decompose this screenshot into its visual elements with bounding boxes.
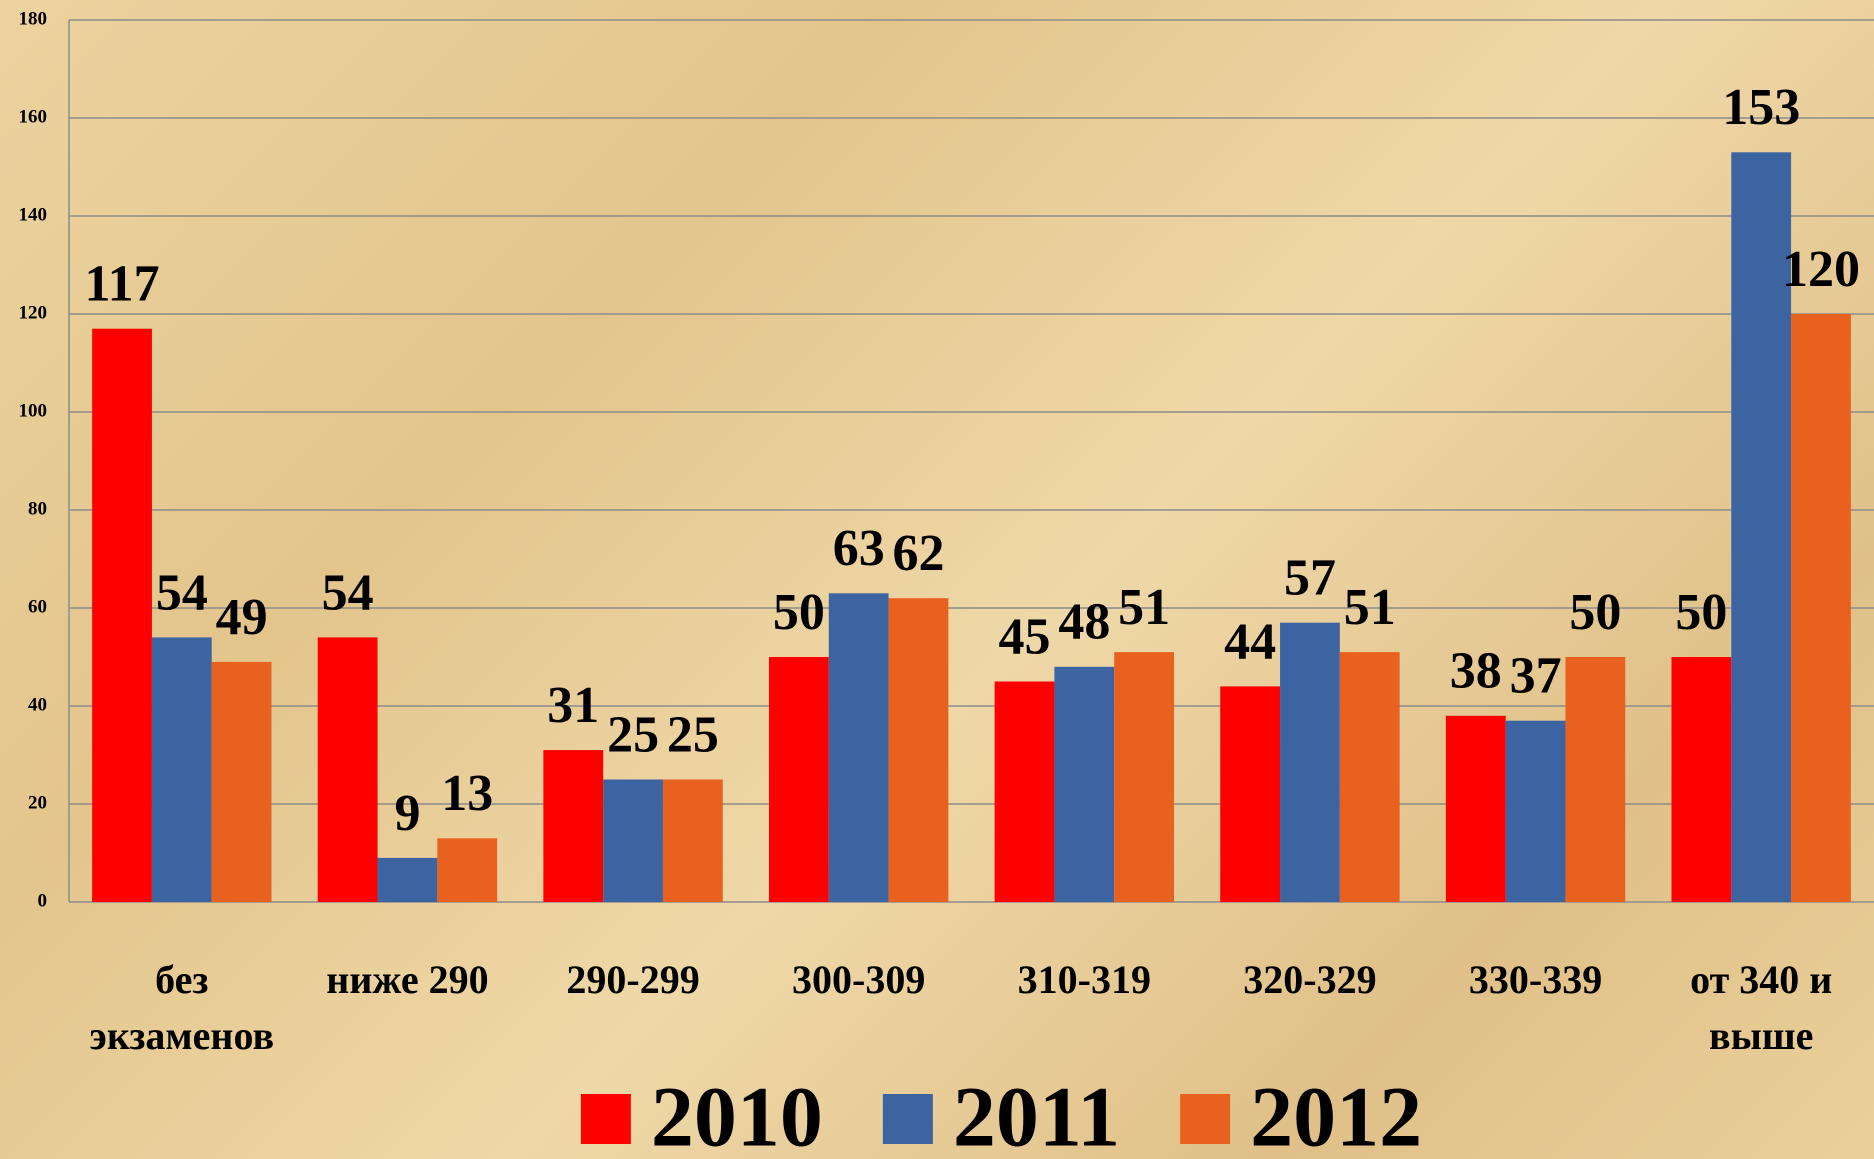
data-label: 45 bbox=[999, 608, 1051, 665]
x-tick-label: 320-329 bbox=[1243, 957, 1377, 1002]
x-tick-label-box: 310-319 bbox=[1017, 957, 1151, 1002]
data-label: 153 bbox=[1722, 79, 1800, 136]
data-label: 31 bbox=[547, 677, 599, 734]
legend-swatch bbox=[1180, 1094, 1231, 1144]
y-tick-label: 160 bbox=[19, 106, 48, 127]
y-tick-label: 140 bbox=[19, 204, 48, 225]
bar bbox=[888, 598, 949, 902]
data-label: 54 bbox=[322, 564, 374, 621]
y-tick-label: 120 bbox=[19, 302, 48, 323]
y-tick-label: 100 bbox=[19, 400, 48, 421]
y-tick-label: 40 bbox=[28, 694, 47, 715]
data-label: 25 bbox=[667, 706, 719, 763]
bar bbox=[543, 750, 604, 902]
legend-swatch bbox=[882, 1094, 933, 1144]
bar bbox=[1114, 652, 1174, 902]
legend-label: 2012 bbox=[1250, 1069, 1422, 1159]
bar bbox=[151, 637, 212, 902]
bar bbox=[211, 661, 272, 902]
data-label: 57 bbox=[1284, 550, 1336, 607]
bar bbox=[769, 657, 829, 902]
data-label: 44 bbox=[1224, 613, 1276, 670]
bar bbox=[662, 779, 723, 902]
y-tick-label: 60 bbox=[28, 596, 47, 617]
x-tick-label-box: 300-309 bbox=[792, 957, 926, 1002]
data-label: 9 bbox=[394, 785, 420, 842]
x-tick-label-box: 290-299 bbox=[566, 957, 700, 1002]
y-tick-label: 80 bbox=[28, 498, 47, 519]
x-tick-label: 300-309 bbox=[792, 957, 926, 1002]
x-tick-label-box: 320-329 bbox=[1243, 957, 1377, 1002]
bar bbox=[92, 328, 152, 902]
bar bbox=[1220, 686, 1281, 902]
x-tick-label: 330-339 bbox=[1468, 957, 1603, 1002]
y-tick-label: 180 bbox=[19, 8, 48, 29]
x-tick-label: 290-299 bbox=[566, 957, 700, 1002]
y-tick-label: 20 bbox=[28, 792, 47, 813]
bar bbox=[1565, 657, 1626, 902]
data-label: 50 bbox=[773, 584, 825, 641]
data-label: 50 bbox=[1675, 584, 1727, 641]
data-label: 50 bbox=[1569, 584, 1621, 641]
x-tick-label-box: 330-339 bbox=[1468, 957, 1603, 1002]
data-label: 38 bbox=[1450, 643, 1502, 700]
bar bbox=[317, 637, 378, 902]
data-label: 13 bbox=[441, 765, 493, 822]
x-tick-label-box: от 340 и выше bbox=[1690, 957, 1833, 1058]
bar bbox=[1505, 720, 1566, 902]
data-label: 54 bbox=[156, 564, 208, 621]
data-label: 25 bbox=[607, 706, 659, 763]
legend-label: 2011 bbox=[953, 1069, 1120, 1159]
x-tick-label: 310-319 bbox=[1017, 957, 1151, 1002]
data-label: 63 bbox=[833, 520, 885, 577]
x-tick-label: от 340 и выше bbox=[1690, 957, 1833, 1058]
x-tick-label-box: без экзаменов bbox=[89, 957, 275, 1058]
bar bbox=[1339, 652, 1400, 902]
data-label: 37 bbox=[1510, 648, 1562, 705]
bar bbox=[1791, 314, 1851, 902]
data-label: 51 bbox=[1118, 579, 1170, 636]
bar bbox=[1445, 715, 1506, 902]
x-tick-label-box: ниже 290 bbox=[326, 957, 489, 1002]
legend-label: 2010 bbox=[651, 1069, 823, 1159]
data-label: 49 bbox=[216, 589, 268, 646]
bar bbox=[437, 838, 498, 902]
data-label: 120 bbox=[1782, 241, 1860, 298]
data-label: 51 bbox=[1344, 579, 1396, 636]
data-label: 48 bbox=[1058, 594, 1110, 651]
bar bbox=[1280, 622, 1340, 902]
x-tick-label: ниже 290 bbox=[326, 957, 489, 1002]
data-label: 62 bbox=[892, 525, 944, 582]
bar bbox=[377, 857, 438, 902]
bar bbox=[1054, 666, 1115, 902]
legend-swatch bbox=[580, 1094, 631, 1144]
bar bbox=[603, 779, 663, 902]
x-tick-label: без экзаменов bbox=[89, 957, 275, 1058]
legend: 2010 2011 2012 bbox=[580, 1069, 1422, 1159]
bar bbox=[994, 681, 1055, 902]
bar bbox=[1731, 152, 1792, 903]
bar bbox=[1671, 657, 1732, 902]
data-label: 117 bbox=[84, 256, 159, 313]
y-tick-label: 0 bbox=[38, 890, 48, 911]
bar bbox=[828, 593, 889, 902]
